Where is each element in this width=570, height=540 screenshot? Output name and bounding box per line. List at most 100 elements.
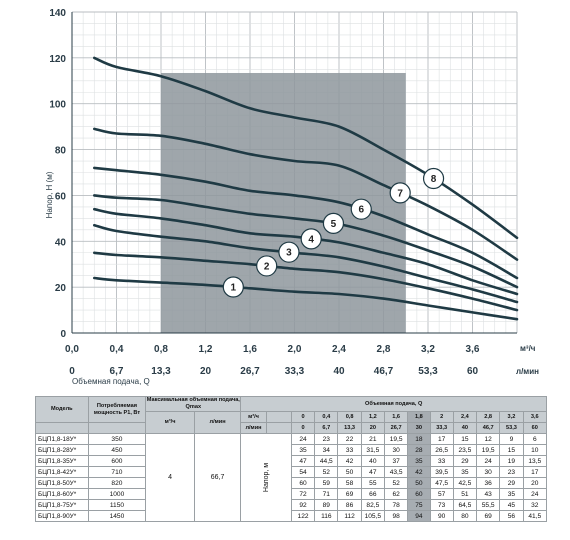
x2-tick-label: 26,7	[240, 366, 260, 377]
power-cell: 710	[87, 466, 147, 478]
series-line-7	[93, 127, 519, 261]
head-value-cell: 122	[290, 510, 316, 522]
head-value-cell: 66	[360, 488, 385, 500]
model-cell: БЦП1,8-28У*	[35, 444, 89, 456]
power-cell: 450	[87, 444, 147, 456]
q-lmin-header: 40	[452, 422, 478, 434]
head-value-cell: 89	[314, 499, 339, 511]
x-tick-label: 1,2	[199, 344, 213, 355]
head-value-cell: 30	[383, 444, 409, 456]
power-cell: 1000	[87, 488, 147, 500]
series-line-1	[93, 276, 519, 321]
head-value-cell: 9	[499, 433, 524, 445]
x2-tick-label: 60	[467, 366, 479, 377]
head-value-cell: 71	[314, 488, 339, 500]
power-cell: 350	[87, 433, 147, 445]
head-value-cell: 56	[499, 510, 524, 522]
head-value-cell: 52	[314, 466, 339, 478]
head-value-cell: 10	[522, 444, 548, 456]
head-value-cell: 44,5	[314, 455, 339, 467]
q-lmin-header: 53,3	[499, 422, 524, 434]
cell-blank	[265, 411, 292, 423]
x2-tick-label: 20	[200, 366, 212, 377]
x-axis-label: Объемная подача, Q	[72, 377, 150, 386]
head-value-cell: 58	[337, 477, 362, 489]
power-cell: 1450	[87, 510, 147, 522]
x2-tick-label: 13,3	[151, 366, 171, 377]
head-value-cell: 42	[407, 466, 431, 478]
head-value-cell: 50	[337, 466, 362, 478]
q-m3h-header: 1,8	[407, 411, 431, 423]
head-value-cell: 52	[383, 477, 409, 489]
head-value-cell: 73	[429, 499, 454, 511]
row-header-m3h: м³/ч	[240, 411, 267, 423]
col-header-model: Модель	[35, 396, 89, 423]
head-value-cell: 82,5	[360, 499, 385, 511]
chart-curve-labels: 1 2 3 4 5 6 7 8	[222, 167, 445, 298]
head-value-cell: 60	[290, 477, 316, 489]
q-lmin-header: 33,3	[429, 422, 454, 434]
x-tick-label: 2,4	[332, 344, 346, 355]
series-label-circle-7	[389, 182, 411, 204]
head-value-cell: 92	[290, 499, 316, 511]
head-value-cell: 31,5	[360, 444, 385, 456]
cell-blank	[35, 422, 89, 434]
head-value-cell: 60	[407, 488, 431, 500]
head-value-cell: 18	[407, 433, 431, 445]
head-value-cell: 33	[337, 444, 362, 456]
x2-tick-label: 53,3	[418, 366, 438, 377]
head-value-cell: 19,5	[383, 433, 409, 445]
x2-tick-label: 40	[333, 366, 345, 377]
y-tick-label: 80	[55, 146, 67, 157]
y-tick-label: 140	[49, 8, 66, 19]
head-value-cell: 36	[476, 477, 501, 489]
series-line-4	[93, 207, 519, 296]
head-value-cell: 35	[499, 488, 524, 500]
row-header-lmin: л/мин	[240, 422, 267, 434]
y-tick-label: 20	[55, 283, 67, 294]
qmax-m3h-cell: 4	[145, 433, 195, 522]
head-value-cell: 47,5	[429, 477, 454, 489]
head-value-cell: 26,5	[429, 444, 454, 456]
head-value-cell: 28	[407, 444, 431, 456]
head-value-cell: 24	[476, 455, 501, 467]
x-tick-label: 0,0	[65, 344, 79, 355]
q-lmin-header: 26,7	[383, 422, 409, 434]
series-line-5	[93, 194, 519, 289]
qmax-lmin-cell: 66,7	[193, 433, 242, 522]
q-m3h-header: 2,8	[476, 411, 501, 423]
head-value-cell: 23	[499, 466, 524, 478]
head-value-cell: 62	[383, 488, 409, 500]
series-label-2: 2	[264, 261, 270, 272]
q-m3h-header: 0	[290, 411, 316, 423]
y-tick-label: 0	[60, 329, 66, 340]
head-value-cell: 105,5	[360, 510, 385, 522]
cell-blank	[265, 422, 292, 434]
series-label-circle-5	[322, 212, 345, 234]
head-value-cell: 17	[522, 466, 548, 478]
col-header-qmax-m3h: м³/ч	[145, 411, 195, 434]
q-m3h-header: 0,8	[337, 411, 362, 423]
head-value-cell: 94	[407, 510, 431, 522]
head-value-cell: 35	[452, 466, 478, 478]
head-value-cell: 39,5	[429, 466, 454, 478]
q-lmin-header: 60	[522, 422, 548, 434]
power-cell: 1150	[87, 499, 147, 511]
model-cell: БЦП1,8-18У*	[35, 433, 89, 445]
x-tick-label: 2,8	[377, 344, 391, 355]
series-line-2	[93, 251, 519, 312]
head-value-cell: 78	[383, 499, 409, 511]
x-axis-unit: м³/ч	[520, 344, 536, 353]
model-cell: БЦП1,8-90У*	[35, 510, 89, 522]
series-label-circle-4	[300, 228, 322, 250]
series-label-circle-6	[350, 198, 372, 220]
y-tick-label: 120	[49, 54, 66, 65]
table-row: БЦП1,8-60У* 1000 72 71 69 66 62 60 57 51 43 35 24	[35, 488, 548, 500]
head-value-cell: 75	[407, 499, 431, 511]
head-value-cell: 47	[360, 466, 385, 478]
head-value-cell: 69	[476, 510, 501, 522]
col-header-qmax-lmin: л/мин	[193, 411, 242, 434]
col-header-max-flow: Максимальная объемная подача, Qmax	[145, 396, 242, 412]
